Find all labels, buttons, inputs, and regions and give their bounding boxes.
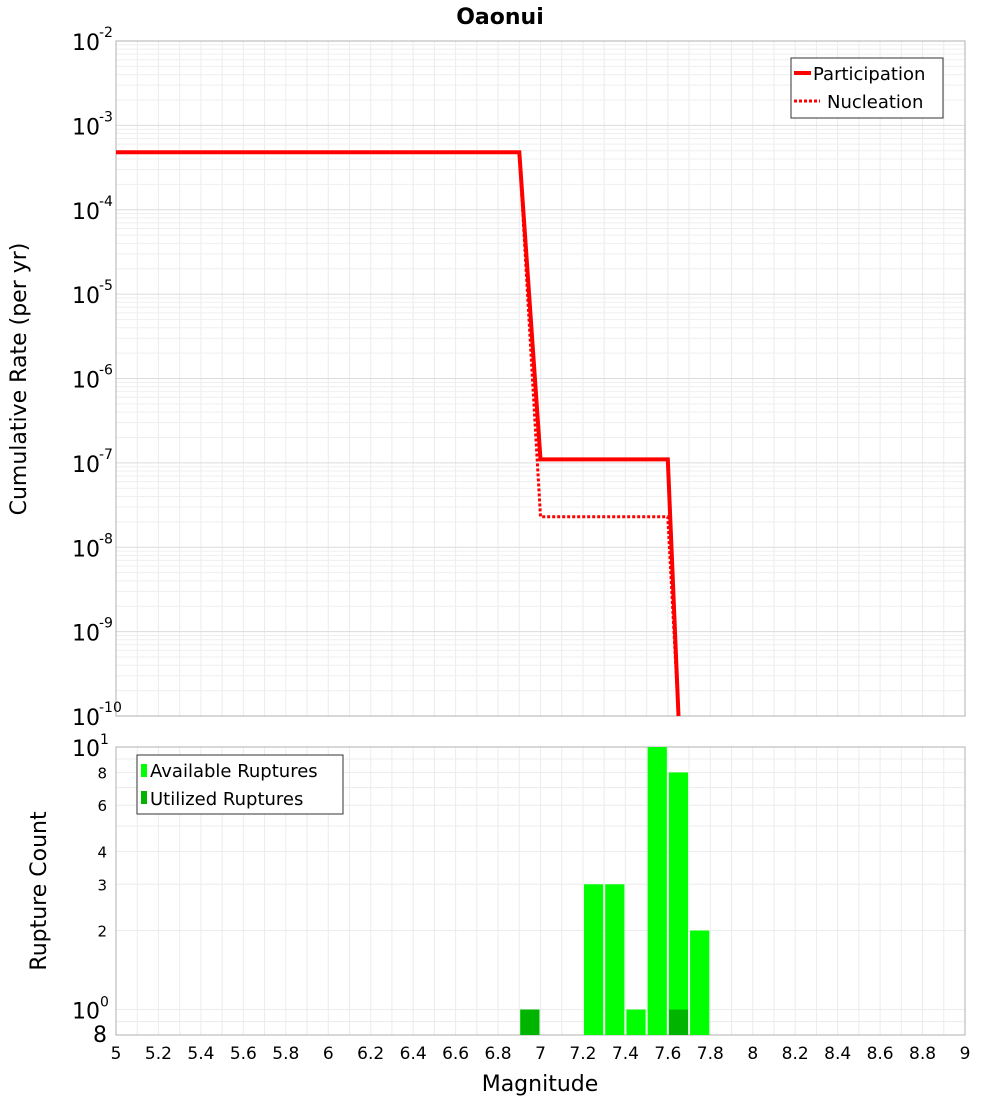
- top-legend: Participation Nucleation: [790, 57, 944, 119]
- y-tick-base: 10: [72, 737, 100, 762]
- bottom-plot-area: [115, 746, 966, 1036]
- legend-label-utilized: Utilized Ruptures: [150, 789, 303, 810]
- y-tick-text: 3: [97, 876, 107, 894]
- x-axis-label: Magnitude: [482, 1072, 599, 1097]
- x-tick-label: 8.2: [782, 1044, 809, 1064]
- legend-swatch-available: [141, 764, 147, 777]
- x-tick-label: 6.2: [357, 1044, 384, 1064]
- y-tick-exponent: -7: [99, 447, 113, 463]
- x-tick-label: 6.6: [442, 1044, 469, 1064]
- y-tick-text: 2: [97, 923, 107, 941]
- y-tick-text: 6: [97, 797, 107, 815]
- y-tick-base: 10: [72, 200, 100, 225]
- y-tick-label: 10 -10: [72, 700, 122, 731]
- bar-available: [605, 884, 625, 1035]
- y-tick-exponent: -2: [99, 25, 113, 41]
- y-tick-exponent: -3: [99, 109, 113, 125]
- y-tick-base: 10: [72, 706, 100, 731]
- x-tick-label: 7.4: [612, 1044, 639, 1064]
- bar-available: [626, 1009, 646, 1035]
- x-tick-label: 5: [111, 1044, 122, 1064]
- top-plot-area: [115, 40, 966, 717]
- y-tick-exponent: -10: [99, 700, 122, 716]
- rupture-bars: [520, 747, 710, 1035]
- y-tick-label: 10 1: [72, 732, 109, 762]
- x-tick-label: 9: [960, 1044, 971, 1064]
- y-tick-label: 4: [97, 843, 107, 861]
- top-grid: [115, 41, 966, 717]
- y-tick-label: 10 -8: [72, 531, 113, 562]
- chart-title: Oaonui: [456, 5, 544, 30]
- y-tick-label: 6: [97, 797, 107, 815]
- x-tick-label: 6.8: [485, 1044, 512, 1064]
- x-tick-label: 5.4: [187, 1044, 214, 1064]
- y-tick-label: 10 0: [72, 995, 109, 1025]
- x-tick-label: 7.2: [569, 1044, 596, 1064]
- y-tick-text: 8: [93, 1023, 107, 1048]
- y-tick-label: 10 -7: [72, 447, 113, 478]
- x-tick-labels: 5 5.2 5.4 5.6 5.8 6 6.2 6.4 6.6 6.8 7 7.2 7.4 7.6 7.8 8…: [111, 1044, 971, 1064]
- x-tick-label: 7.6: [654, 1044, 681, 1064]
- y-tick-exponent: -5: [99, 278, 113, 294]
- y-tick-exponent: -4: [99, 194, 113, 210]
- y-tick-base: 10: [72, 453, 100, 478]
- y-tick-exponent: -8: [99, 531, 113, 547]
- y-tick-label: 10 -2: [72, 25, 113, 56]
- bar-utilized: [668, 1009, 689, 1035]
- y-tick-label: 10 -3: [72, 109, 113, 140]
- y-tick-exponent: 1: [100, 732, 109, 748]
- y-tick-base: 10: [72, 31, 100, 56]
- y-tick-label: 2: [97, 923, 107, 941]
- bottom-legend: Available Ruptures Utilized Ruptures: [136, 754, 344, 815]
- x-tick-label: 5.2: [145, 1044, 172, 1064]
- y-tick-exponent: -9: [99, 616, 113, 632]
- bar-available: [583, 884, 604, 1035]
- y-tick-base: 10: [72, 1000, 100, 1025]
- x-tick-label: 5.6: [230, 1044, 257, 1064]
- bar-available: [690, 930, 710, 1035]
- x-tick-label: 7.8: [697, 1044, 724, 1064]
- x-tick-label: 8.6: [867, 1044, 894, 1064]
- y-tick-text: 8: [97, 764, 107, 782]
- y-tick-base: 10: [72, 369, 100, 394]
- x-tick-label: 5.8: [272, 1044, 299, 1064]
- bottom-y-axis-label: Rupture Count: [27, 811, 52, 971]
- x-tick-label: 8.4: [824, 1044, 851, 1064]
- x-tick-label: 7: [535, 1044, 546, 1064]
- x-tick-label: 8.8: [909, 1044, 936, 1064]
- top-y-axis-label: Cumulative Rate (per yr): [7, 243, 32, 516]
- y-tick-base: 10: [72, 115, 100, 140]
- y-tick-base: 10: [72, 284, 100, 309]
- bar-available: [668, 772, 689, 1035]
- y-tick-label: 8: [93, 1023, 107, 1048]
- y-tick-label: 10 -6: [72, 363, 113, 394]
- legend-label-nucleation: Nucleation: [827, 92, 923, 113]
- bar-available: [647, 747, 667, 1035]
- x-tick-label: 6.4: [400, 1044, 427, 1064]
- y-tick-label: 3: [97, 876, 107, 894]
- legend-label-participation: Participation: [813, 64, 925, 85]
- y-tick-label: 10 -9: [72, 616, 113, 647]
- legend-swatch-utilized: [141, 791, 147, 804]
- y-tick-text: 4: [97, 843, 107, 861]
- series-line-participation: [116, 150, 681, 717]
- y-tick-base: 10: [72, 537, 100, 562]
- rate-lines: [116, 150, 681, 717]
- y-tick-base: 10: [72, 622, 100, 647]
- legend-label-available: Available Ruptures: [150, 761, 318, 782]
- x-tick-label: 8: [747, 1044, 758, 1064]
- y-tick-label: 8: [97, 764, 107, 782]
- x-tick-label: 6: [323, 1044, 334, 1064]
- y-tick-exponent: -6: [99, 363, 113, 379]
- bar-utilized: [520, 1009, 540, 1035]
- y-tick-label: 10 -4: [72, 194, 113, 225]
- y-tick-label: 10 -5: [72, 278, 113, 309]
- y-tick-exponent: 0: [100, 995, 109, 1011]
